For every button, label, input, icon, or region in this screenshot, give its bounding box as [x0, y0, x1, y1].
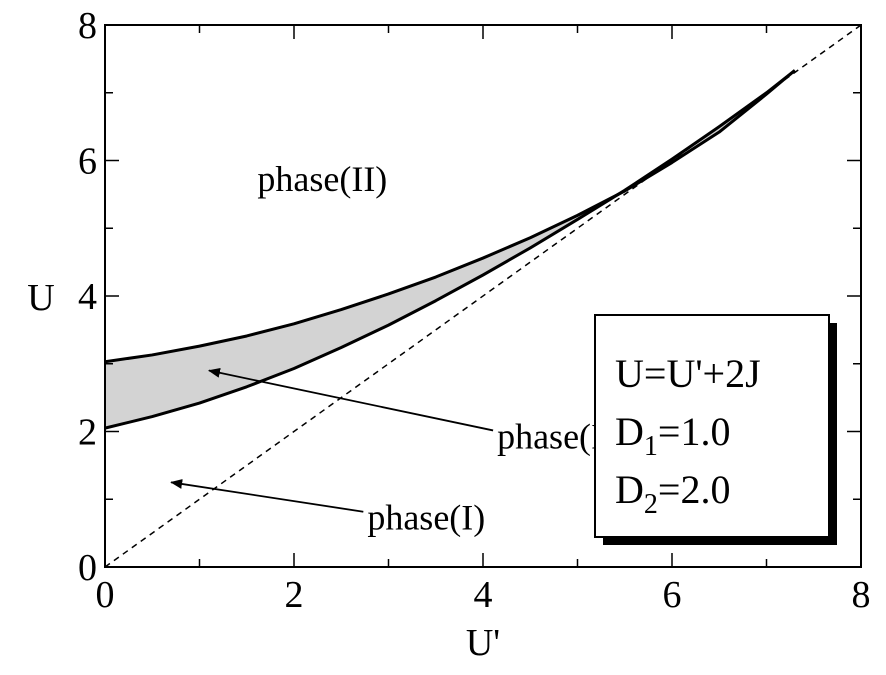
axis-tick-labels: 0 2 4 6 8 0 2 4 6 8 [78, 5, 871, 616]
parameter-box-frame [594, 314, 830, 538]
y-axis-title: U [27, 277, 54, 319]
parameter-line: D1=1.0 [615, 409, 730, 462]
annotation-arrow [207, 367, 494, 432]
phase-annotations: phase(II)phase(III)phase(I) [170, 159, 639, 538]
x-tick-label: 6 [663, 574, 682, 616]
upper-boundary-line [104, 69, 796, 364]
y-tick-label: 0 [78, 547, 97, 589]
parameter-box: U=U'+2J D1=1.0D2=2.0 [594, 314, 837, 545]
x-axis-title: U' [466, 622, 500, 664]
parameter-line: D2=2.0 [615, 467, 730, 520]
parameter-line: U=U'+2J [615, 351, 761, 396]
x-tick-label: 2 [285, 574, 304, 616]
diagonal-dashed-line [104, 24, 862, 568]
annotation-arrow [170, 479, 364, 513]
y-tick-label: 6 [78, 141, 97, 183]
x-tick-label: 8 [852, 574, 871, 616]
x-tick-label: 4 [474, 574, 493, 616]
shaded-regions [105, 70, 795, 429]
annotation-phase-ii: phase(II) [257, 159, 387, 199]
y-tick-label: 2 [78, 412, 97, 454]
boundary-curves [104, 24, 862, 568]
phase-iii-region [105, 70, 795, 429]
x-tick-label: 0 [96, 574, 115, 616]
y-tick-label: 8 [78, 5, 97, 47]
axis-ticks [105, 25, 861, 567]
y-tick-label: 4 [78, 276, 97, 318]
annotation-phase-i: phase(I) [367, 498, 485, 538]
plot-frame [104, 24, 862, 568]
